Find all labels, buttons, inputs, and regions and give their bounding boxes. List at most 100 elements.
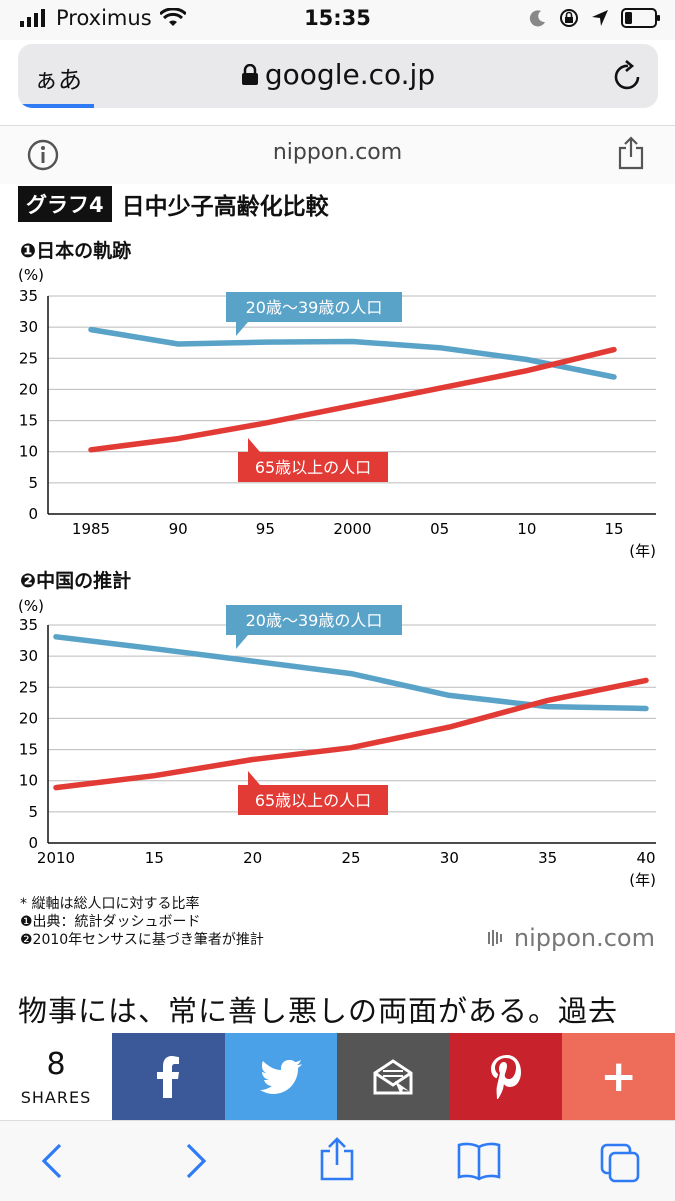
note-source-japan: ❶出典：統計ダッシュボード bbox=[20, 914, 201, 930]
series-line-1 bbox=[53, 677, 649, 791]
callout-box-1 bbox=[238, 452, 388, 482]
y-tick-label: 10 bbox=[19, 772, 38, 790]
pinterest-share-button[interactable] bbox=[449, 1033, 563, 1120]
y-tick-label: 15 bbox=[19, 741, 38, 759]
x-tick-label: 1985 bbox=[72, 520, 110, 538]
y-tick-label: 30 bbox=[19, 318, 38, 336]
y-tick-label: 35 bbox=[19, 616, 38, 634]
battery-icon bbox=[621, 8, 660, 28]
x-tick-label: 20 bbox=[243, 849, 262, 867]
y-tick-label: 20 bbox=[19, 709, 38, 727]
x-tick-label: 35 bbox=[538, 849, 557, 867]
callout-box-0 bbox=[226, 292, 402, 322]
x-tick-label: 40 bbox=[636, 849, 655, 867]
figure-title: 日中少子高齢化比較 bbox=[121, 194, 329, 220]
moon-icon bbox=[529, 10, 545, 27]
x-tick-label: 2010 bbox=[37, 849, 75, 867]
back-icon[interactable] bbox=[38, 1141, 68, 1181]
page-load-progress bbox=[18, 104, 94, 108]
more-share-button[interactable]: + bbox=[562, 1033, 675, 1120]
y-tick-label: 25 bbox=[19, 678, 38, 696]
carrier-name: Proximus bbox=[56, 6, 152, 30]
y-tick-label: 25 bbox=[19, 349, 38, 367]
share-count: 8 SHARES bbox=[0, 1033, 112, 1120]
y-tick-label: 30 bbox=[19, 647, 38, 665]
series-callout-label-0: 20歳〜39歳の人口 bbox=[246, 298, 383, 317]
forward-icon[interactable] bbox=[180, 1141, 210, 1181]
callout-box-0 bbox=[226, 605, 402, 635]
share-bar: 8 SHARES + bbox=[0, 1033, 675, 1120]
browser-toolbar bbox=[0, 1120, 675, 1201]
y-tick-label: 5 bbox=[28, 474, 38, 492]
share-icon[interactable] bbox=[617, 136, 645, 170]
x-tick-label: 10 bbox=[517, 520, 536, 538]
series-line-1 bbox=[88, 346, 617, 453]
y-tick-label: 35 bbox=[19, 287, 38, 305]
series-line-0 bbox=[53, 634, 649, 712]
x-tick-label: 90 bbox=[169, 520, 188, 538]
location-icon bbox=[592, 10, 608, 26]
signal-icon bbox=[20, 9, 45, 27]
chart2-title: ❷中国の推計 bbox=[20, 570, 132, 592]
x-tick-label: 05 bbox=[430, 520, 449, 538]
reload-icon[interactable] bbox=[612, 58, 644, 92]
y-tick-label: 10 bbox=[19, 443, 38, 461]
callout-pointer-0 bbox=[236, 635, 248, 649]
x-tick-label: 15 bbox=[145, 849, 164, 867]
y-unit-label: (%) bbox=[18, 597, 44, 615]
series-callout-label-0: 20歳〜39歳の人口 bbox=[246, 611, 383, 630]
note-ratio: * 縦軸は総人口に対する比率 bbox=[20, 896, 200, 912]
status-right bbox=[529, 8, 661, 28]
x-unit-label: (年) bbox=[629, 871, 656, 889]
x-unit-label: (年) bbox=[629, 542, 656, 560]
orientation-lock-icon bbox=[560, 9, 578, 27]
twitter-icon bbox=[259, 1059, 302, 1094]
figure-heading: グラフ4 日中少子高齢化比較 bbox=[18, 186, 329, 222]
twitter-share-button[interactable] bbox=[224, 1033, 338, 1120]
lock-icon bbox=[241, 63, 258, 85]
figure-badge: グラフ4 bbox=[18, 186, 112, 222]
site-bar: nippon.com bbox=[0, 125, 675, 184]
article-text: 物事には、常に善し悪しの両面がある。過去 bbox=[18, 994, 619, 1028]
y-unit-label: (%) bbox=[18, 266, 44, 284]
y-tick-label: 20 bbox=[19, 380, 38, 398]
info-icon[interactable] bbox=[26, 138, 60, 172]
y-tick-label: 0 bbox=[28, 505, 38, 523]
chart1-title: ❶日本の軌跡 bbox=[20, 240, 132, 262]
wifi-icon bbox=[159, 8, 186, 26]
facebook-icon bbox=[157, 1055, 180, 1098]
x-tick-label: 30 bbox=[440, 849, 459, 867]
chart-china: (%) 0 5 10 15 20 25 30 35 2010 15 20 25 30 35 40 (年) 20歳〜… bbox=[18, 597, 656, 889]
url-text: google.co.jp bbox=[264, 58, 436, 91]
bookmarks-icon[interactable] bbox=[456, 1141, 502, 1181]
share-toolbar-icon[interactable] bbox=[318, 1137, 356, 1181]
status-left: Proximus bbox=[20, 6, 186, 30]
email-icon bbox=[373, 1058, 413, 1095]
reader-options-button[interactable]: ぁあ bbox=[34, 66, 82, 94]
y-tick-label: 15 bbox=[19, 412, 38, 430]
email-share-button[interactable] bbox=[337, 1033, 450, 1120]
series-callout-label-1: 65歳以上の人口 bbox=[255, 458, 371, 477]
x-tick-label: 15 bbox=[604, 520, 623, 538]
facebook-share-button[interactable] bbox=[112, 1033, 225, 1120]
status-bar: Proximus 15:35 bbox=[0, 0, 675, 40]
x-tick-label: 95 bbox=[256, 520, 275, 538]
site-name: nippon.com bbox=[272, 140, 403, 165]
callout-box-1 bbox=[238, 785, 388, 815]
share-count-label: SHARES bbox=[20, 1088, 92, 1107]
note-source-china: ❷2010年センサスに基づき筆者が推計 bbox=[20, 932, 264, 948]
callout-pointer-1 bbox=[248, 438, 260, 452]
x-tick-label: 2000 bbox=[333, 520, 371, 538]
address-bar[interactable]: ぁあ google.co.jp bbox=[18, 44, 658, 108]
share-count-number: 8 bbox=[46, 1047, 66, 1082]
status-time: 15:35 bbox=[304, 6, 371, 30]
callout-pointer-0 bbox=[236, 322, 248, 336]
x-tick-label: 25 bbox=[341, 849, 360, 867]
pinterest-icon bbox=[491, 1054, 522, 1099]
tabs-icon[interactable] bbox=[598, 1141, 642, 1183]
brand-bars-icon bbox=[488, 930, 503, 946]
brand-text: nippon.com bbox=[513, 924, 655, 952]
series-line-0 bbox=[88, 326, 617, 380]
brand-watermark: nippon.com bbox=[488, 924, 655, 952]
url-display[interactable]: google.co.jp bbox=[18, 58, 658, 91]
